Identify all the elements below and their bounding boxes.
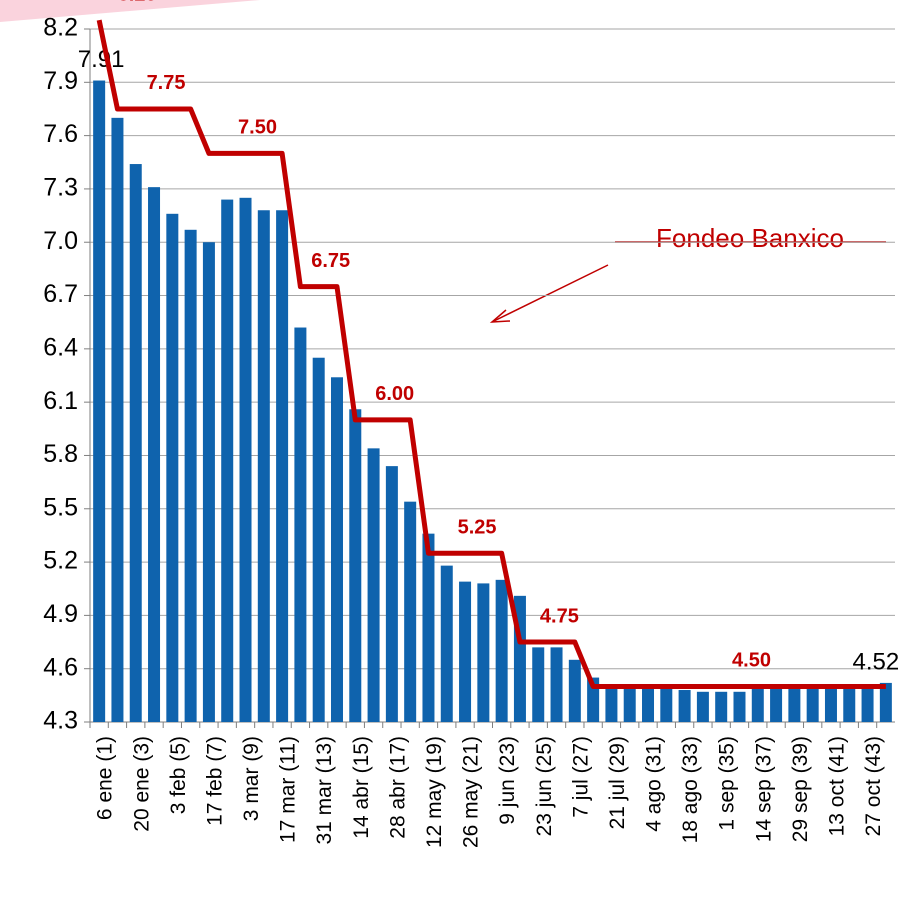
x-tick-label: 23 jun (25): [533, 736, 556, 836]
bar: [660, 688, 673, 722]
y-tick-label: 4.9: [43, 600, 78, 628]
y-tick-label: 5.2: [43, 547, 78, 575]
x-tick-label: 17 mar (11): [277, 736, 300, 843]
y-tick-label: 7.3: [43, 174, 78, 202]
bar: [93, 80, 106, 723]
bar: [568, 659, 581, 722]
bar: [495, 579, 508, 722]
x-tick-label: 29 sep (39): [789, 736, 812, 842]
bar: [404, 501, 417, 722]
bar-value-label: 4.52: [852, 648, 899, 675]
x-tick-label: 26 may (21): [460, 736, 483, 848]
line-value-label: 4.75: [540, 605, 579, 627]
x-tick-label: 17 feb (7): [203, 736, 226, 826]
x-tick-label: 12 may (19): [423, 736, 446, 848]
decoration: [0, 0, 260, 22]
bar: [642, 688, 655, 722]
bar: [715, 691, 728, 722]
x-tick-label: 28 abr (17): [386, 736, 409, 839]
x-tick-label: 20 ene (3): [130, 736, 153, 832]
bar: [843, 686, 856, 722]
bar: [605, 684, 618, 722]
line-value-label: 4.50: [732, 650, 771, 672]
x-tick-label: 21 jul (29): [606, 736, 629, 829]
bar: [879, 682, 892, 722]
bar: [788, 686, 801, 722]
bar: [294, 327, 307, 722]
y-tick-label: 7.0: [43, 227, 78, 255]
line-value-label: 6.75: [311, 250, 350, 272]
x-tick-label: 9 jun (23): [496, 736, 519, 825]
line: [96, 19, 886, 689]
bar: [550, 647, 563, 722]
bar: [532, 647, 545, 722]
y-tick-label: 6.4: [43, 333, 78, 361]
bar: [349, 409, 362, 722]
y-tick-label: 7.6: [43, 120, 78, 148]
x-tick-label: 18 ago (33): [679, 736, 702, 843]
bar-value-label: 7.91: [78, 46, 125, 73]
bar: [221, 199, 234, 723]
x-tick-label: 4 ago (31): [643, 736, 666, 832]
y-tick-label: 4.3: [43, 707, 78, 735]
bar: [422, 533, 435, 722]
x-tick-label: 3 feb (5): [167, 736, 190, 814]
line-value-label: 7.75: [147, 72, 186, 94]
y-tick-label: 6.7: [43, 280, 78, 308]
x-tick-label: 31 mar (13): [313, 736, 336, 845]
bar: [440, 565, 453, 722]
bar: [861, 684, 874, 722]
bar: [733, 691, 746, 722]
bar: [751, 688, 764, 722]
bar: [330, 377, 343, 722]
bar: [312, 357, 325, 722]
y-tick-label: 5.5: [43, 493, 78, 521]
x-tick-label: 14 sep (37): [752, 736, 775, 842]
annotation: Fondeo Banxico: [656, 223, 844, 253]
bar: [129, 164, 142, 723]
bar: [111, 117, 124, 723]
bar: [367, 448, 380, 722]
bar: [276, 210, 289, 722]
line-value-label: 5.25: [458, 516, 497, 538]
y-tick-label: 5.8: [43, 440, 78, 468]
bar: [678, 690, 691, 722]
line-value-label: 8.25: [118, 0, 157, 5]
bar: [477, 583, 490, 722]
x-tick-label: 6 ene (1): [94, 736, 117, 820]
bar: [770, 686, 783, 722]
y-tick-label: 6.1: [43, 387, 78, 415]
bar: [459, 581, 472, 722]
x-tick-label: 13 oct (41): [826, 736, 849, 836]
bar: [257, 210, 270, 722]
y-tick-label: 8.2: [43, 14, 78, 42]
bar: [184, 229, 197, 723]
bar: [385, 466, 398, 722]
bar: [166, 213, 179, 723]
plot: 4.3 4.6 4.9 5.2 5.5 5.8 6.1 6.4 6.7 7.0 7.3 7.6 7.9 8…: [43, 0, 899, 848]
x-tick-label: 27 oct (43): [862, 736, 885, 836]
bar: [239, 197, 252, 723]
arrow-head: [489, 309, 511, 323]
x-tick-label: 14 abr (15): [350, 736, 373, 839]
bar: [696, 691, 709, 722]
line-value-label: 7.50: [238, 117, 277, 139]
bar: [148, 187, 161, 723]
x-tick-label: 7 jul (27): [569, 736, 592, 818]
y-tick-label: 7.9: [43, 67, 78, 95]
x-tick-label: 3 mar (9): [240, 736, 263, 821]
x-tick-label: 1 sep (35): [716, 736, 739, 831]
bar: [202, 242, 215, 722]
bar: [824, 686, 837, 722]
y-tick-label: 4.6: [43, 653, 78, 681]
annotation-arrow: [491, 264, 609, 323]
bar: [806, 686, 819, 722]
line-value-label: 6.00: [375, 383, 414, 405]
bar: [623, 686, 636, 722]
